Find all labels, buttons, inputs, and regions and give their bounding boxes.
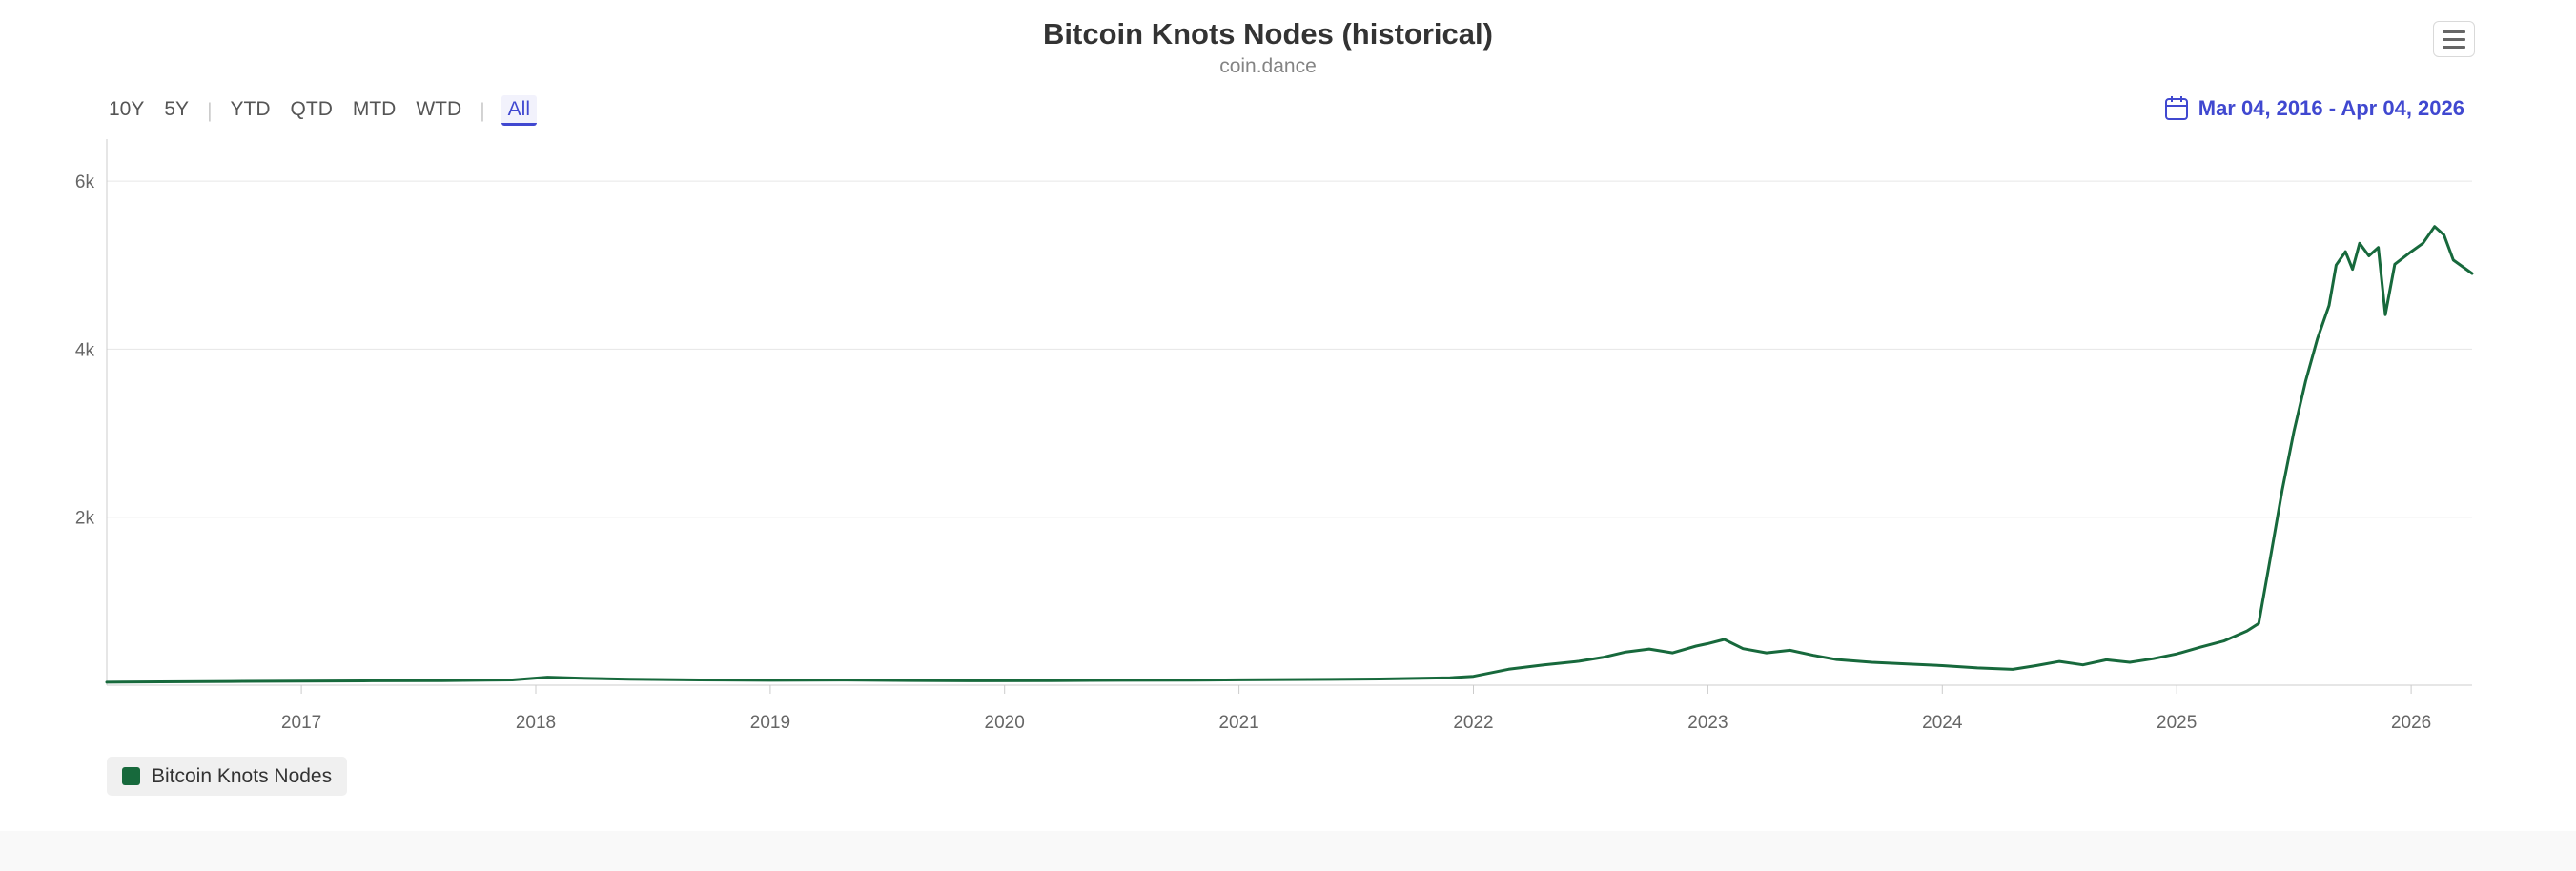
range-button-mtd[interactable]: MTD (352, 98, 397, 120)
range-button-qtd[interactable]: QTD (290, 98, 333, 120)
x-axis-label: 2023 (1687, 713, 1728, 733)
x-axis-label: 2022 (1453, 713, 1493, 733)
legend-label: Bitcoin Knots Nodes (152, 765, 333, 787)
x-axis-label: 2017 (281, 713, 321, 733)
export-menu-button[interactable] (2433, 21, 2475, 57)
range-button-ytd[interactable]: YTD (230, 98, 271, 120)
calendar-icon (2164, 96, 2188, 120)
x-axis-label: 2018 (516, 713, 556, 733)
chart-subtitle: coin.dance (1219, 55, 1317, 77)
y-axis-label: 6k (75, 172, 95, 192)
series-line (105, 225, 2474, 684)
legend-marker-icon (122, 767, 140, 785)
legend-item[interactable]: Bitcoin Knots Nodes (107, 757, 348, 796)
range-button-5y[interactable]: 5Y (164, 98, 190, 120)
x-axis-label: 2024 (1922, 713, 1963, 733)
x-axis-label: 2020 (985, 713, 1025, 733)
range-button-10y[interactable]: 10Y (109, 98, 145, 120)
date-range-picker[interactable]: Mar 04, 2016 - Apr 04, 2026 (2164, 95, 2464, 121)
x-axis-label: 2021 (1218, 713, 1258, 733)
range-button-all[interactable]: All (501, 95, 537, 126)
bottom-strip (0, 831, 2576, 871)
date-range-label: Mar 04, 2016 - Apr 04, 2026 (2198, 95, 2464, 120)
chart-title: Bitcoin Knots Nodes (historical) (1043, 17, 1493, 51)
range-selector: 10Y 5Y | YTD QTD MTD WTD | All (107, 95, 537, 126)
y-axis-label: 2k (75, 509, 95, 529)
range-button-wtd[interactable]: WTD (416, 98, 462, 120)
range-divider: | (207, 99, 213, 122)
hamburger-icon (2443, 30, 2465, 33)
x-axis-label: 2025 (2157, 713, 2197, 733)
legend: Bitcoin Knots Nodes (107, 757, 348, 796)
y-axis-label: 4k (75, 340, 95, 360)
x-axis-label: 2019 (750, 713, 790, 733)
range-divider: | (480, 99, 485, 122)
x-axis-label: 2026 (2391, 713, 2431, 733)
